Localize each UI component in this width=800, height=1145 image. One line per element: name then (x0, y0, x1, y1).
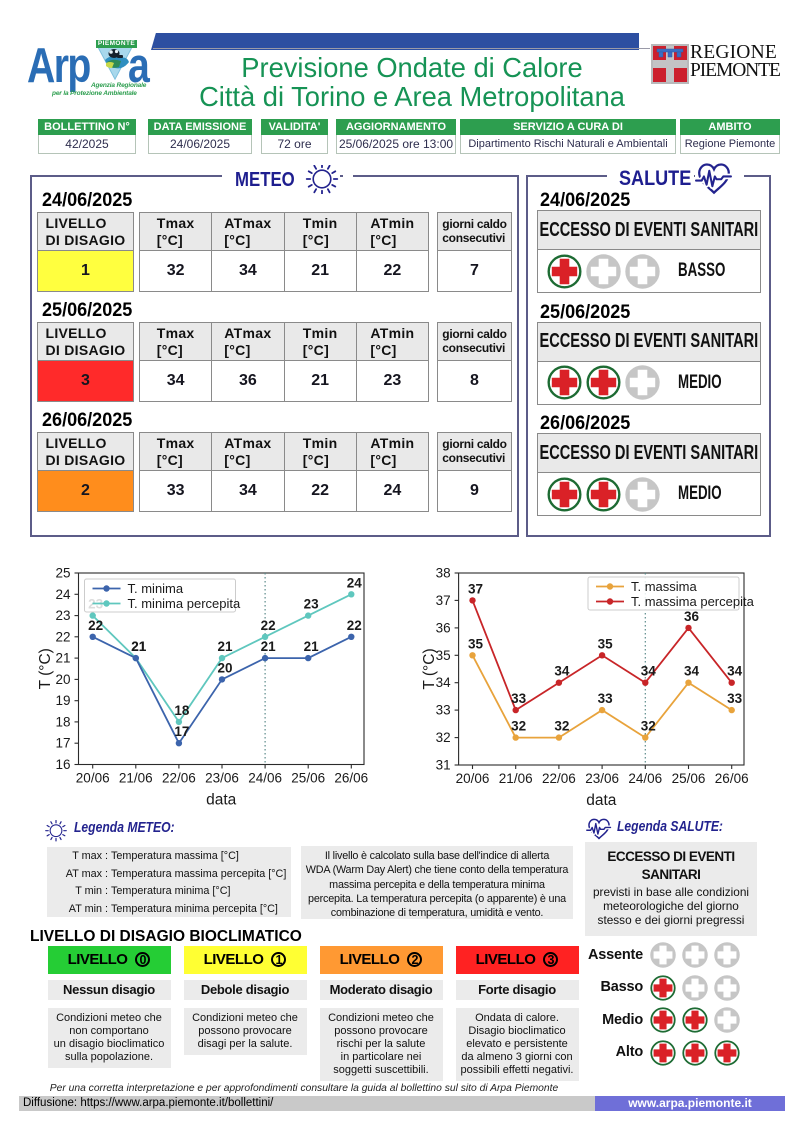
svg-text:38: 38 (436, 566, 451, 581)
svg-text:26/06: 26/06 (334, 771, 368, 786)
svg-text:25: 25 (55, 566, 70, 581)
svg-text:21/06: 21/06 (499, 771, 533, 786)
svg-text:22: 22 (88, 618, 103, 633)
svg-text:23: 23 (55, 608, 70, 623)
svg-text:34: 34 (436, 675, 452, 690)
svg-text:36: 36 (684, 609, 700, 624)
svg-text:33: 33 (436, 703, 451, 718)
svg-text:34: 34 (684, 664, 700, 679)
svg-text:21: 21 (55, 651, 70, 666)
svg-text:data: data (206, 792, 237, 809)
svg-text:35: 35 (598, 636, 614, 651)
svg-text:26/06: 26/06 (715, 771, 749, 786)
svg-text:25/06: 25/06 (672, 771, 706, 786)
svg-text:35: 35 (436, 648, 451, 663)
svg-text:32: 32 (436, 730, 451, 745)
svg-text:T. massima percepita: T. massima percepita (631, 594, 755, 609)
svg-text:32: 32 (511, 719, 526, 734)
svg-text:23/06: 23/06 (205, 771, 239, 786)
svg-text:T. minima: T. minima (128, 581, 184, 596)
svg-text:18: 18 (55, 714, 70, 729)
svg-text:17: 17 (55, 736, 70, 751)
svg-text:33: 33 (511, 691, 527, 706)
svg-text:data: data (586, 792, 617, 809)
svg-text:21: 21 (131, 639, 147, 654)
svg-text:21/06: 21/06 (119, 771, 153, 786)
svg-text:33: 33 (598, 691, 614, 706)
svg-text:33: 33 (727, 691, 743, 706)
svg-text:34: 34 (641, 664, 657, 679)
svg-text:19: 19 (55, 693, 70, 708)
svg-text:16: 16 (55, 757, 70, 772)
svg-text:20/06: 20/06 (456, 771, 490, 786)
svg-text:36: 36 (436, 620, 451, 635)
svg-text:22: 22 (55, 629, 70, 644)
svg-text:T (°C): T (°C) (421, 648, 438, 689)
svg-text:22/06: 22/06 (542, 771, 576, 786)
svg-text:31: 31 (436, 758, 451, 773)
svg-text:37: 37 (436, 593, 451, 608)
svg-text:35: 35 (468, 636, 484, 651)
svg-text:22: 22 (347, 618, 362, 633)
svg-text:18: 18 (174, 703, 190, 718)
svg-text:34: 34 (727, 664, 743, 679)
svg-text:32: 32 (554, 719, 569, 734)
svg-text:20: 20 (55, 672, 70, 687)
svg-text:25/06: 25/06 (291, 771, 325, 786)
svg-text:21: 21 (304, 639, 320, 654)
svg-text:24/06: 24/06 (628, 771, 662, 786)
svg-text:23/06: 23/06 (585, 771, 619, 786)
svg-text:37: 37 (468, 581, 483, 596)
svg-text:T (°C): T (°C) (37, 648, 54, 689)
svg-text:22: 22 (261, 618, 276, 633)
svg-text:32: 32 (641, 719, 656, 734)
svg-text:24: 24 (55, 587, 71, 602)
svg-text:20: 20 (217, 660, 232, 675)
svg-text:T. minima percepita: T. minima percepita (128, 596, 241, 611)
svg-text:34: 34 (554, 664, 570, 679)
svg-text:21: 21 (131, 639, 147, 654)
svg-text:23: 23 (304, 597, 320, 612)
svg-text:24/06: 24/06 (248, 771, 282, 786)
svg-text:21: 21 (217, 639, 233, 654)
svg-text:24: 24 (347, 575, 363, 590)
svg-text:20/06: 20/06 (76, 771, 110, 786)
svg-text:T. massima: T. massima (631, 579, 698, 594)
svg-text:22/06: 22/06 (162, 771, 196, 786)
svg-text:17: 17 (174, 724, 189, 739)
svg-text:21: 21 (261, 639, 277, 654)
